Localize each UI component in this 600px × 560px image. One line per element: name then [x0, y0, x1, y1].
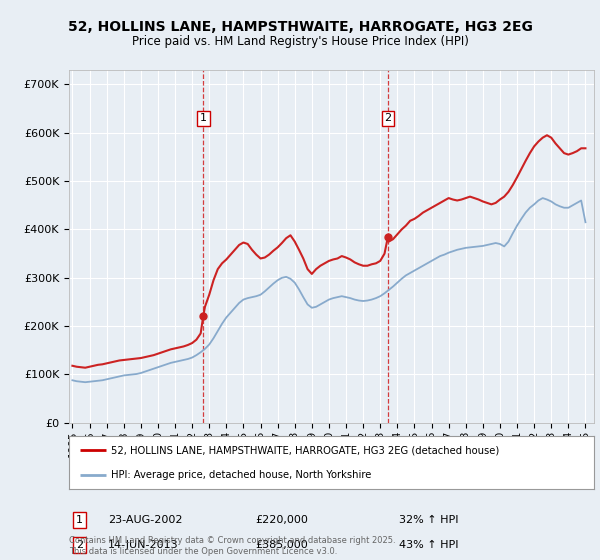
Text: Price paid vs. HM Land Registry's House Price Index (HPI): Price paid vs. HM Land Registry's House … [131, 35, 469, 48]
Text: 1: 1 [200, 113, 207, 123]
Text: 2: 2 [385, 113, 391, 123]
Text: 23-AUG-2002: 23-AUG-2002 [108, 515, 182, 525]
Text: 52, HOLLINS LANE, HAMPSTHWAITE, HARROGATE, HG3 2EG (detached house): 52, HOLLINS LANE, HAMPSTHWAITE, HARROGAT… [111, 445, 499, 455]
Text: 52, HOLLINS LANE, HAMPSTHWAITE, HARROGATE, HG3 2EG: 52, HOLLINS LANE, HAMPSTHWAITE, HARROGAT… [68, 20, 532, 34]
Text: Contains HM Land Registry data © Crown copyright and database right 2025.
This d: Contains HM Land Registry data © Crown c… [69, 536, 395, 556]
Text: 2: 2 [76, 540, 83, 550]
Text: £385,000: £385,000 [255, 540, 308, 550]
Text: 43% ↑ HPI: 43% ↑ HPI [399, 540, 458, 550]
Text: HPI: Average price, detached house, North Yorkshire: HPI: Average price, detached house, Nort… [111, 469, 371, 479]
Text: 14-JUN-2013: 14-JUN-2013 [108, 540, 179, 550]
Text: 1: 1 [76, 515, 83, 525]
Text: £220,000: £220,000 [255, 515, 308, 525]
Text: 32% ↑ HPI: 32% ↑ HPI [399, 515, 458, 525]
